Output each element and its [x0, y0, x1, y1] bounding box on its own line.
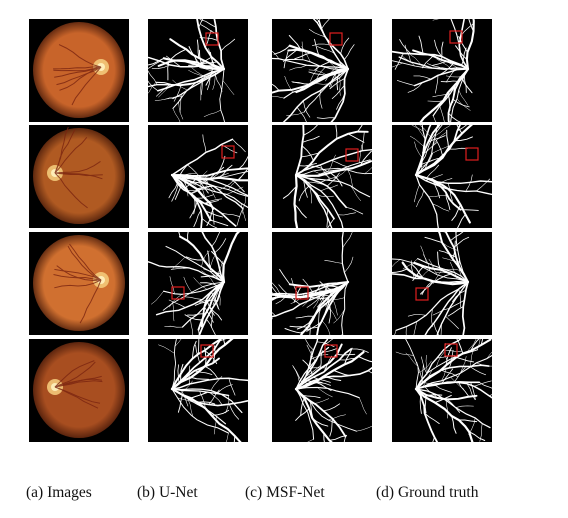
unet-segmentation-row-1 — [148, 19, 248, 122]
highlight-box — [171, 286, 185, 300]
fundus-image-row-4 — [29, 339, 129, 442]
highlight-box — [200, 344, 214, 358]
msfnet-segmentation-row-2 — [272, 125, 372, 228]
highlight-box — [295, 286, 309, 300]
highlight-box — [329, 32, 343, 46]
highlight-box — [324, 344, 338, 358]
unet-segmentation-row-2 — [148, 125, 248, 228]
highlight-box — [449, 30, 463, 44]
ground-truth-segmentation-row-1 — [392, 19, 492, 122]
ground-truth-segmentation-row-2 — [392, 125, 492, 228]
ground-truth-segmentation-row-3 — [392, 232, 492, 335]
caption-unet: (b) U-Net — [137, 484, 198, 501]
msfnet-segmentation-row-3 — [272, 232, 372, 335]
caption-ground-truth: (d) Ground truth — [376, 484, 479, 501]
highlight-box — [205, 32, 219, 46]
caption-msfnet: (c) MSF-Net — [245, 484, 325, 501]
fundus-image-row-2 — [29, 125, 129, 228]
highlight-box — [465, 147, 479, 161]
highlight-box — [345, 148, 359, 162]
msfnet-segmentation-row-1 — [272, 19, 372, 122]
highlight-box — [415, 287, 429, 301]
highlight-box — [221, 145, 235, 159]
caption-images: (a) Images — [26, 484, 92, 501]
ground-truth-segmentation-row-4 — [392, 339, 492, 442]
highlight-box — [444, 343, 458, 357]
fundus-image-row-1 — [29, 19, 129, 122]
unet-segmentation-row-4 — [148, 339, 248, 442]
unet-segmentation-row-3 — [148, 232, 248, 335]
msfnet-segmentation-row-4 — [272, 339, 372, 442]
fundus-image-row-3 — [29, 232, 129, 335]
